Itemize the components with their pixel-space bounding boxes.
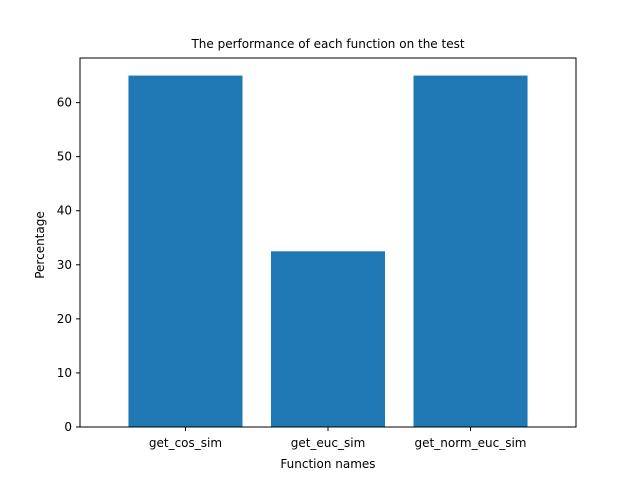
y-axis-label: Percentage (33, 211, 47, 279)
x-tick-label: get_norm_euc_sim (415, 436, 527, 450)
bar-get-euc-sim (270, 251, 386, 427)
y-tick-label: 60 (57, 96, 72, 110)
y-tick-label: 50 (57, 150, 72, 164)
x-tick-label: get_euc_sim (291, 436, 366, 450)
y-tick-label: 20 (57, 312, 72, 326)
x-axis: get_cos_sim get_euc_sim get_norm_euc_sim (149, 427, 527, 450)
plot-frame (79, 57, 577, 428)
bar-get-norm-euc-sim (413, 75, 528, 428)
x-axis-label: Function names (280, 457, 375, 471)
y-tick-label: 40 (57, 204, 72, 218)
chart-title: The performance of each function on the … (190, 37, 464, 51)
bar-get-cos-sim (128, 75, 243, 428)
y-tick-label: 10 (57, 366, 72, 380)
y-tick-label: 30 (57, 258, 72, 272)
bars-group (128, 75, 528, 428)
y-tick-label: 0 (64, 420, 72, 434)
y-axis: 0 10 20 30 40 50 60 (57, 96, 80, 434)
x-tick-label: get_cos_sim (149, 436, 222, 450)
